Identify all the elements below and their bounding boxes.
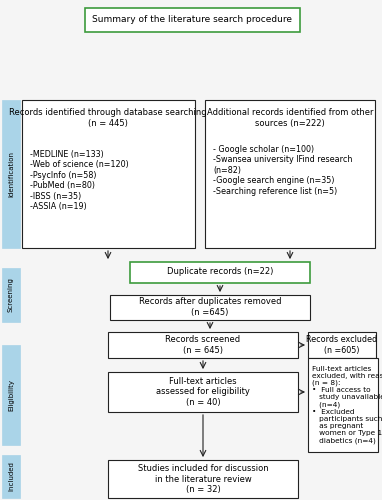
Text: Summary of the literature search procedure: Summary of the literature search procedu… [92,16,292,24]
Bar [108,332,298,358]
Text: Full-text articles
excluded, with reasons
(n = 8):
•  Full access to
   study un: Full-text articles excluded, with reason… [312,366,382,444]
Text: Records screened
(n = 645): Records screened (n = 645) [165,336,241,354]
Text: Records identified through database searching
(n = 445): Records identified through database sear… [9,108,207,128]
Bar [85,8,300,32]
Bar [2,455,20,498]
Bar [2,100,20,248]
Text: Records after duplicates removed
(n =645): Records after duplicates removed (n =645… [139,298,281,316]
Text: Eligibility: Eligibility [8,379,14,411]
Text: Screening: Screening [8,278,14,312]
Bar [110,295,310,320]
Text: Additional records identified from other
sources (n=222): Additional records identified from other… [207,108,373,128]
Text: Included: Included [8,461,14,491]
Text: -MEDLINE (n=133)
-Web of science (n=120)
-PsycInfo (n=58)
-PubMed (n=80)
-IBSS (: -MEDLINE (n=133) -Web of science (n=120)… [30,150,129,211]
Text: Identification: Identification [8,151,14,197]
Text: Duplicate records (n=22): Duplicate records (n=22) [167,268,273,276]
Bar [2,268,20,322]
Bar [2,345,20,445]
Bar [22,100,195,248]
Bar [108,460,298,498]
Bar [205,100,375,248]
Text: Full-text articles
assessed for eligibility
(n = 40): Full-text articles assessed for eligibil… [156,377,250,407]
Text: Studies included for discussion
in the literature review
(n = 32): Studies included for discussion in the l… [138,464,268,494]
Text: - Google scholar (n=100)
-Swansea university IFind research
(n=82)
-Google searc: - Google scholar (n=100) -Swansea univer… [213,145,352,196]
Bar [108,372,298,412]
Bar [308,332,376,358]
Bar [308,358,378,452]
Text: Records excluded
(n =605): Records excluded (n =605) [306,336,377,354]
Bar [130,262,310,283]
